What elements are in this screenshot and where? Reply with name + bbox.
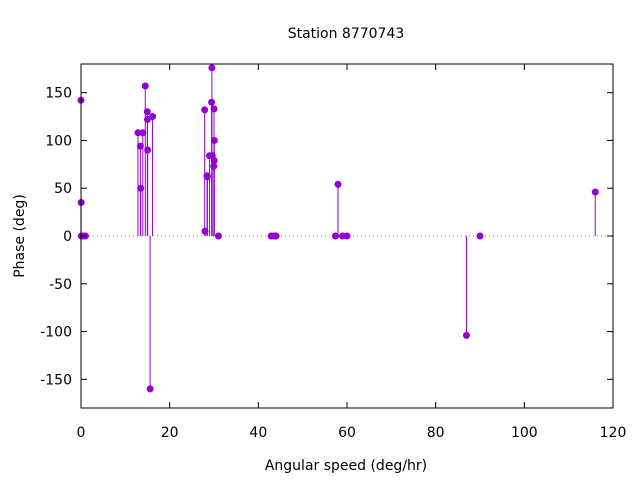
data-point (201, 106, 209, 114)
y-tick-label: -50 (49, 277, 72, 293)
x-tick-label: 20 (161, 425, 179, 441)
data-points (77, 64, 599, 393)
chart-title: Station 8770743 (288, 26, 405, 42)
x-tick-label: 80 (427, 425, 445, 441)
data-point (210, 157, 218, 165)
y-tick-label: 0 (63, 229, 72, 245)
data-point (149, 113, 157, 121)
data-point (137, 184, 145, 192)
data-point (143, 108, 151, 116)
y-axis-ticks: -150 -100 -50 0 50 100 150 (40, 86, 613, 388)
data-point (214, 232, 222, 240)
data-point (476, 232, 484, 240)
x-axis-ticks: 0 20 40 60 80 100 120 (77, 64, 627, 441)
data-point (210, 136, 218, 144)
y-tick-label: -150 (40, 372, 72, 388)
y-axis-label: Phase (deg) (12, 194, 28, 278)
data-point (462, 331, 470, 339)
x-tick-label: 40 (249, 425, 267, 441)
data-point (210, 105, 218, 113)
data-point (208, 98, 216, 106)
data-point (208, 64, 216, 72)
y-tick-label: 50 (54, 181, 72, 197)
data-point (141, 82, 149, 90)
data-point (201, 227, 209, 235)
data-point (272, 232, 280, 240)
data-point (343, 232, 351, 240)
data-point (134, 129, 142, 137)
data-point (591, 188, 599, 196)
x-tick-label: 120 (600, 425, 627, 441)
data-point (334, 180, 342, 188)
x-axis-label: Angular speed (deg/hr) (265, 458, 427, 474)
data-point (210, 162, 218, 170)
x-tick-label: 100 (511, 425, 538, 441)
x-tick-label: 0 (77, 425, 86, 441)
data-point (203, 173, 211, 181)
data-point (136, 142, 144, 150)
x-tick-label: 60 (338, 425, 356, 441)
y-tick-label: 150 (45, 86, 72, 102)
data-stems (80, 67, 596, 389)
y-tick-label: 100 (45, 133, 72, 149)
y-tick-label: -100 (40, 325, 72, 341)
data-point (144, 146, 152, 154)
data-point (146, 385, 154, 393)
data-point (331, 232, 339, 240)
data-point (139, 129, 147, 137)
